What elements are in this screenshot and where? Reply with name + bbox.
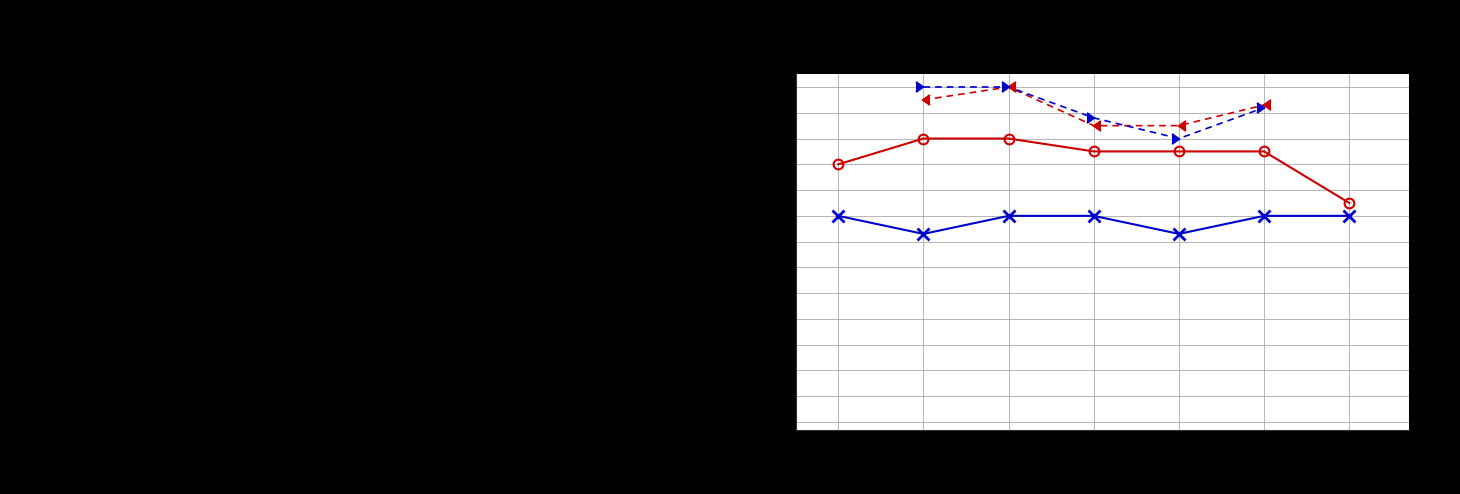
Text: Hz: Hz <box>1438 50 1453 60</box>
Text: C⁵: C⁵ <box>1259 460 1269 470</box>
Text: C¹: C¹ <box>918 460 929 470</box>
Text: Hz: Hz <box>1415 460 1429 470</box>
Text: C⁴: C⁴ <box>1174 460 1184 470</box>
Text: C⁶: C⁶ <box>1345 460 1355 470</box>
Text: dB: dB <box>336 437 352 450</box>
Text: C³: C³ <box>1088 460 1099 470</box>
Text: C²: C² <box>1003 460 1013 470</box>
Title: Pure tone audiogram: Pure tone audiogram <box>986 30 1219 49</box>
Text: C: C <box>835 460 841 470</box>
